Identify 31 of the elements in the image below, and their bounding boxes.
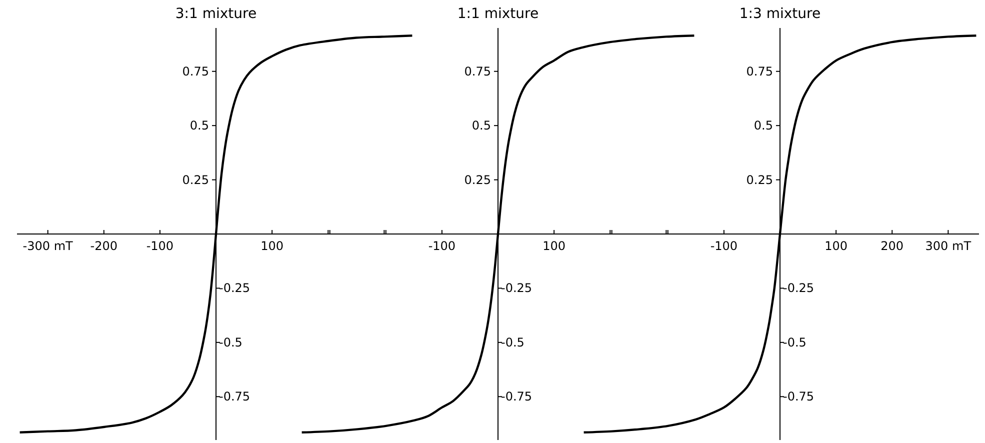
y2-tick-label: -0.75 — [783, 390, 814, 404]
x-tick-label: -100 — [146, 239, 174, 253]
x-tick-label: 100 — [542, 239, 566, 253]
y2-tick-label: -0.25 — [783, 281, 814, 296]
chart-title: 1:3 mixture — [739, 6, 821, 22]
y2-tick-label: -0.25 — [219, 281, 250, 296]
y-tick-label: 0.75 — [746, 64, 773, 78]
x-tick-label: -300 mT — [22, 239, 74, 253]
chart-title: 3:1 mixture — [175, 6, 257, 22]
chart-title: 1:1 mixture — [457, 6, 539, 22]
y2-tick-label: -0.75 — [501, 390, 532, 404]
x-tick-label: 300 mT — [925, 239, 972, 253]
y-tick-label: 0.25 — [464, 172, 491, 187]
x-tick-label: -100 — [428, 239, 456, 253]
y2-tick-label: -0.5 — [501, 335, 524, 350]
y-tick-label: 0.75 — [464, 64, 491, 78]
y-tick-label: 0.25 — [182, 172, 209, 187]
x-tick-label: 100 — [824, 239, 848, 253]
y2-tick-label: -0.5 — [219, 335, 242, 350]
y-tick-label: 0.5 — [754, 118, 773, 133]
y-tick-label: 0.25 — [746, 172, 773, 187]
y-tick-label: 0.5 — [472, 118, 491, 133]
x-tick-label: 100 — [260, 239, 284, 253]
y2-tick-label: -0.25 — [501, 281, 532, 296]
y-tick-label: 0.5 — [190, 118, 209, 133]
y2-tick-label: -0.5 — [783, 335, 806, 350]
y2-tick-label: -0.75 — [219, 390, 250, 404]
y-tick-label: 0.75 — [182, 64, 209, 78]
x-tick-label: 200 — [880, 239, 904, 253]
x-tick-label: -100 — [710, 239, 738, 253]
x-tick-label: -200 — [90, 239, 118, 253]
